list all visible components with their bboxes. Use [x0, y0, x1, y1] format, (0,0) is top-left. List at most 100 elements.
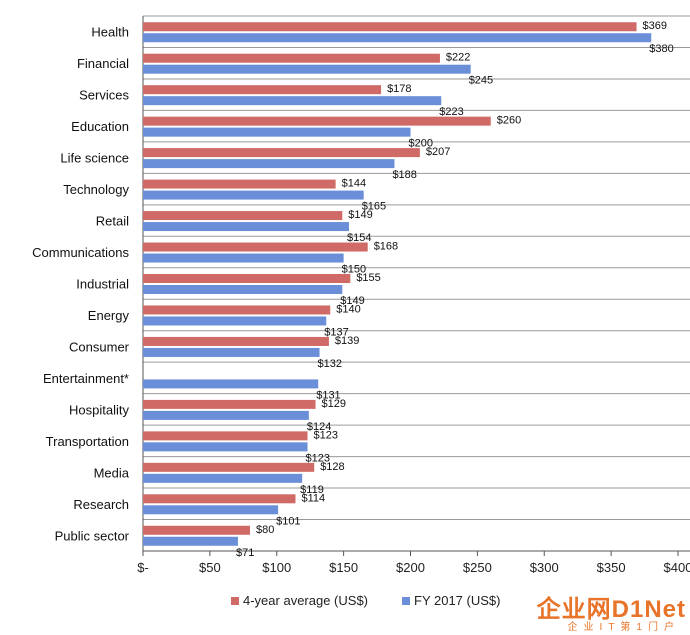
bar-4year [143, 431, 308, 441]
legend: 4-year average (US$) FY 2017 (US$) [231, 593, 500, 608]
bar-fy2017 [143, 379, 319, 389]
data-label-4year: $222 [446, 52, 470, 64]
data-label-4year: $207 [426, 146, 450, 158]
legend-item-fy2017: FY 2017 (US$) [402, 593, 500, 608]
watermark-logo: 企业网D1Net 企业IT第1门户 [520, 587, 690, 635]
data-label-fy2017: $223 [439, 106, 463, 118]
legend-label-fy2017: FY 2017 (US$) [414, 593, 501, 608]
x-tick-label: $50 [199, 560, 221, 575]
bar-fy2017 [143, 473, 303, 483]
bar-fy2017 [143, 64, 471, 74]
data-label-fy2017: $245 [469, 75, 493, 87]
bar-fy2017 [143, 505, 279, 515]
data-label-fy2017: $71 [236, 547, 254, 559]
bar-4year [143, 179, 336, 189]
bar-4year [143, 305, 331, 315]
x-tick-label: $100 [262, 560, 291, 575]
data-label-fy2017: $165 [362, 201, 386, 213]
data-label-4year: $168 [374, 241, 398, 253]
category-label: Education [71, 119, 129, 134]
bar-fy2017 [143, 33, 652, 43]
data-label-fy2017: $132 [318, 358, 342, 370]
category-label: Energy [88, 308, 130, 323]
bar-fy2017 [143, 96, 442, 106]
data-label-4year: $139 [335, 335, 359, 347]
legend-swatch-4year [231, 596, 239, 605]
x-tick-label: $250 [463, 560, 492, 575]
data-label-fy2017: $154 [347, 232, 371, 244]
data-label-fy2017: $131 [316, 389, 340, 401]
x-tick-label: $200 [396, 560, 425, 575]
bar-fy2017 [143, 285, 343, 294]
data-label-4year: $114 [301, 492, 325, 504]
bar-4year [143, 525, 250, 535]
bar-fy2017 [143, 316, 327, 326]
bar-fy2017 [143, 442, 308, 452]
watermark-main: 企业网D1Net [536, 596, 686, 623]
data-label-fy2017: $380 [649, 43, 673, 55]
data-label-4year: $140 [336, 303, 360, 315]
x-tick-label: $150 [329, 560, 358, 575]
data-label-4year: $155 [356, 272, 380, 284]
bar-4year [143, 462, 315, 472]
data-label-4year: $80 [256, 524, 274, 536]
x-tick-label: $400 [664, 560, 690, 575]
legend-label-4year: 4-year average (US$) [243, 593, 368, 608]
bar-4year [143, 22, 637, 32]
data-label-4year: $369 [643, 20, 667, 32]
category-label: Media [94, 465, 130, 480]
bar-4year [143, 116, 491, 126]
data-label-fy2017: $200 [409, 138, 433, 150]
data-label-4year: $178 [387, 83, 411, 95]
data-label-4year: $149 [348, 209, 372, 221]
category-label: Industrial [76, 277, 129, 292]
category-label: Research [73, 497, 129, 512]
bar-fy2017 [143, 410, 309, 420]
bar-fy2017 [143, 222, 349, 232]
category-label: Consumer [69, 339, 130, 354]
bar-fy2017 [143, 190, 364, 200]
data-label-4year: $128 [320, 461, 344, 473]
bar-4year [143, 148, 420, 158]
data-label-fy2017: $149 [340, 295, 364, 307]
bar-fy2017 [143, 127, 411, 137]
category-label: Transportation [46, 434, 129, 449]
bar-4year [143, 399, 316, 409]
data-label-fy2017: $124 [307, 421, 331, 433]
data-label-fy2017: $137 [324, 326, 348, 338]
watermark-sub: 企业IT第1门户 [567, 622, 680, 633]
data-label-4year: $144 [342, 178, 366, 190]
category-label: Technology [63, 182, 129, 197]
bar-4year [143, 53, 440, 63]
category-label: Health [91, 25, 129, 40]
data-label-fy2017: $123 [306, 452, 330, 464]
data-label-fy2017: $119 [300, 484, 324, 496]
x-tick-label: $- [137, 560, 149, 575]
category-label: Life science [60, 151, 129, 166]
category-label: Communications [32, 245, 129, 260]
bar-4year [143, 242, 368, 252]
data-label-fy2017: $188 [392, 169, 416, 181]
data-label-fy2017: $101 [276, 515, 300, 527]
bar-4year [143, 211, 343, 221]
data-label-fy2017: $150 [342, 264, 366, 276]
legend-swatch-fy2017 [402, 596, 410, 605]
data-label-4year: $260 [497, 115, 521, 127]
category-label: Retail [96, 214, 129, 229]
bar-fy2017 [143, 253, 344, 263]
data-label-4year: $129 [322, 398, 346, 410]
category-label: Entertainment* [43, 371, 129, 386]
bar-fy2017 [143, 159, 395, 169]
x-tick-label: $300 [530, 560, 559, 575]
data-label-4year: $123 [314, 429, 338, 441]
category-label: Hospitality [69, 402, 129, 417]
bar-4year [143, 274, 351, 283]
bar-4year [143, 336, 329, 346]
category-label: Financial [77, 56, 129, 71]
bar-4year [143, 85, 382, 95]
category-label: Public sector [55, 528, 130, 543]
bar-4year [143, 494, 296, 504]
legend-item-4year: 4-year average (US$) [231, 593, 368, 608]
bar-fy2017 [143, 347, 320, 357]
